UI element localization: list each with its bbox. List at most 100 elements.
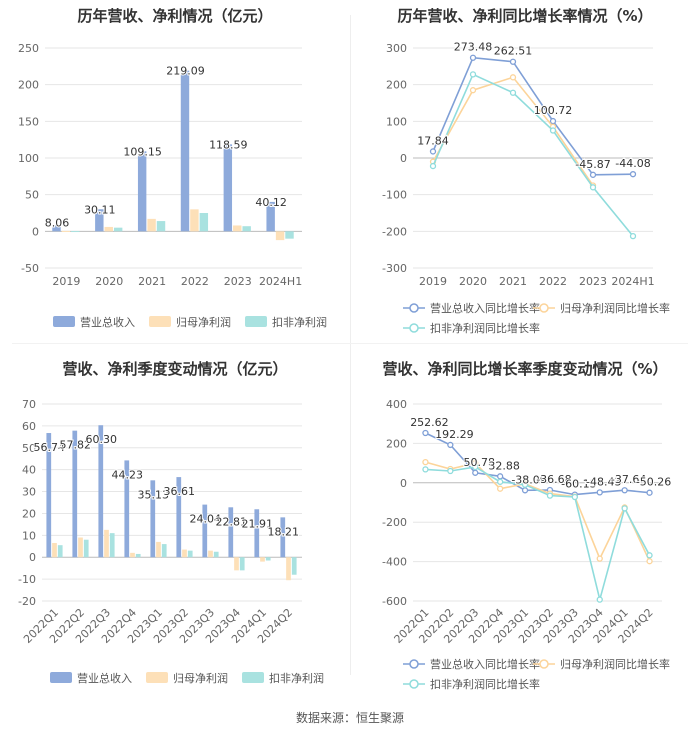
bar <box>182 549 187 558</box>
y-tick-label: 50 <box>22 442 36 455</box>
data-label: 36.61 <box>164 485 196 498</box>
data-point <box>469 54 477 61</box>
bar <box>95 209 104 232</box>
y-tick-label: 40 <box>22 464 36 477</box>
bar <box>228 507 234 558</box>
annual-growth-panel: 历年营收、净利同比增长率情况（%） -300 -200 -100 0 100 200 300… <box>350 0 700 343</box>
y-tick-label: -300 <box>382 262 407 275</box>
x-tick-label: 2022 <box>539 275 567 288</box>
data-point <box>509 74 517 81</box>
bar <box>104 226 113 232</box>
quarterly-values-panel: 营收、净利季度变动情况（亿元） -20 -10 0 10 20 30 40 50 60 70 202… <box>0 343 350 703</box>
bar <box>52 542 57 558</box>
bar <box>223 144 233 232</box>
data-label: 252.62 <box>410 416 449 429</box>
bar <box>180 70 190 232</box>
data-label: 21.91 <box>242 517 274 530</box>
data-label: 44.23 <box>112 468 144 481</box>
bar <box>124 460 130 558</box>
series-line <box>432 73 634 237</box>
bar <box>104 529 109 558</box>
legend-label: 营业总收入 <box>77 671 132 685</box>
annual-growth-chart: -300 -200 -100 0 100 200 300 2019 2020 2021 2022 20… <box>382 40 670 335</box>
bar <box>199 213 209 232</box>
data-label: -48.43 <box>586 475 621 488</box>
series-line <box>425 466 651 600</box>
legend-label: 扣非净利润 <box>272 315 327 329</box>
data-label: 100.72 <box>534 104 573 117</box>
bar <box>239 557 245 571</box>
bar <box>83 539 89 558</box>
legend-marker <box>409 323 419 333</box>
annual-values-chart: -50 0 50 100 150 200 250 2019 2020 2021 2022 2023 20… <box>18 42 327 329</box>
bar <box>234 557 239 571</box>
legend-label: 归母净利润 <box>176 315 231 329</box>
legend-swatch <box>53 316 75 327</box>
x-tick-label: 2022 <box>181 275 209 288</box>
y-tick-label: 300 <box>386 42 407 55</box>
data-point <box>422 429 429 437</box>
bar <box>137 151 147 232</box>
data-point <box>469 71 477 78</box>
legend-swatch <box>245 316 267 327</box>
data-point <box>469 87 477 94</box>
data-point <box>472 463 479 471</box>
bar <box>57 545 63 558</box>
y-tick-label: -400 <box>382 556 407 569</box>
data-label: -38.09 <box>511 473 546 486</box>
data-label: 22.81 <box>216 515 248 528</box>
data-point <box>521 481 529 488</box>
data-point <box>629 232 637 240</box>
legend-marker <box>409 659 419 669</box>
bar <box>71 231 80 233</box>
bar <box>280 517 286 558</box>
data-label: -45.87 <box>575 158 610 171</box>
legend-label: 营业总收入同比增长率 <box>430 301 540 315</box>
bar <box>260 557 265 562</box>
data-label: 60.30 <box>86 433 118 446</box>
y-tick-label: -200 <box>382 225 407 238</box>
x-tick-label: 2021 <box>499 275 527 288</box>
data-label: 57.82 <box>60 439 92 452</box>
data-point <box>646 552 653 559</box>
data-label: 24.04 <box>190 513 222 526</box>
bar <box>147 218 156 232</box>
data-point <box>646 489 653 496</box>
data-point <box>509 89 517 96</box>
legend-swatch <box>50 672 72 683</box>
chart-title: 历年营收、净利情况（亿元） <box>77 7 273 25</box>
data-point <box>509 58 517 65</box>
legend-label: 归母净利润同比增长率 <box>560 301 670 315</box>
bar <box>285 231 294 239</box>
data-label: 219.09 <box>166 65 205 78</box>
data-point <box>621 505 628 512</box>
y-tick-label: -50 <box>21 262 39 275</box>
bar <box>208 550 213 558</box>
x-tick-label: 2021 <box>138 275 166 288</box>
legend-label: 扣非净利润同比增长率 <box>430 321 540 335</box>
x-tick-label: 2019 <box>419 275 447 288</box>
y-tick-label: 200 <box>18 79 39 92</box>
data-label: -37.64 <box>611 473 646 486</box>
legend-marker <box>539 303 549 313</box>
data-point <box>621 487 628 494</box>
data-point <box>589 184 597 191</box>
y-tick-label: 200 <box>386 79 407 92</box>
y-tick-label: 60 <box>22 420 36 433</box>
y-tick-label: -10 <box>18 573 36 586</box>
legend-swatch <box>149 316 171 327</box>
bar <box>78 537 83 558</box>
bar <box>72 430 78 558</box>
y-tick-label: 250 <box>18 42 39 55</box>
bar <box>156 541 161 558</box>
data-label: 50.78 <box>464 456 496 469</box>
series-line <box>432 56 634 176</box>
data-point <box>546 492 554 499</box>
bar <box>61 230 71 232</box>
y-tick-label: -20 <box>18 595 36 608</box>
bar <box>113 227 123 232</box>
horizontal-divider <box>12 343 688 344</box>
legend-marker <box>539 659 549 669</box>
bar <box>190 209 199 232</box>
data-label: 35.13 <box>138 488 170 501</box>
